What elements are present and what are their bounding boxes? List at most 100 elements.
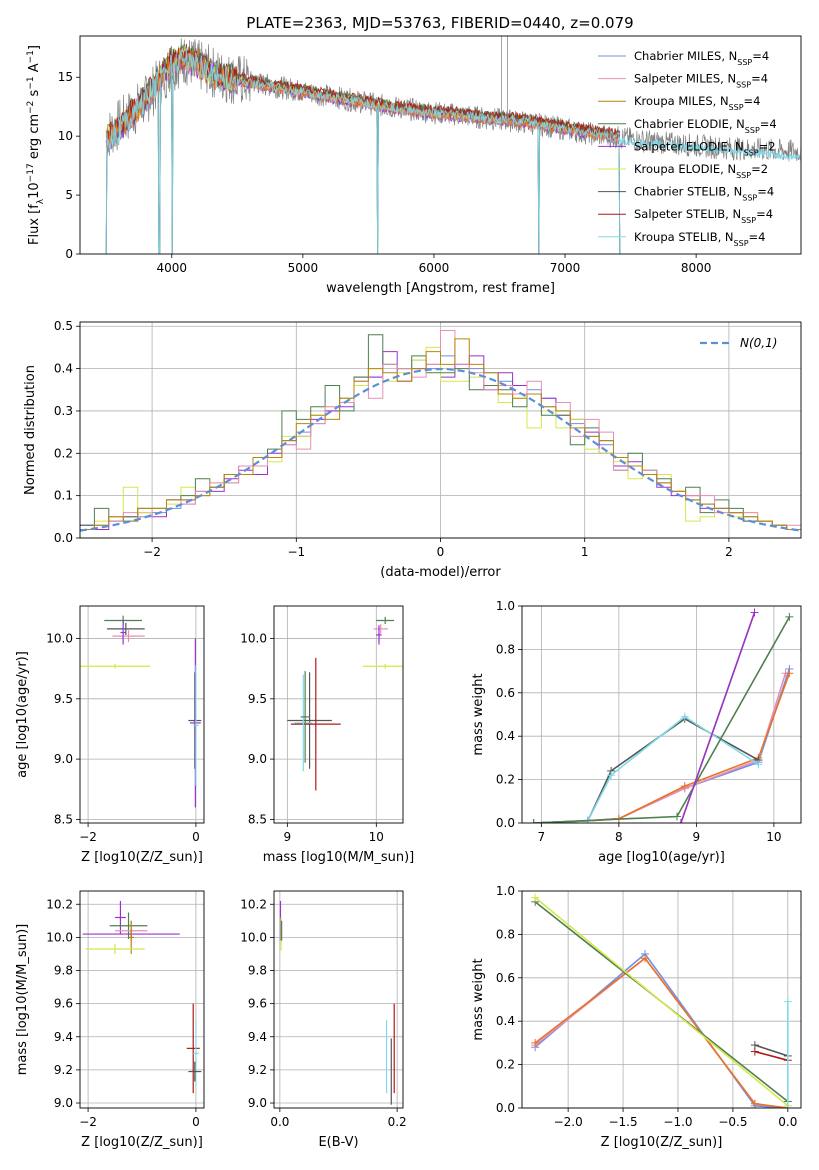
model-spectrum-line (105, 47, 621, 254)
y-axis-label: mass [log10(M/M_sun)] (15, 924, 30, 1076)
axes-frame (273, 605, 404, 824)
model-spectrum-line (105, 51, 621, 254)
y-tick-label: 9.6 (54, 997, 73, 1011)
x-tick-label: 7 (538, 830, 546, 844)
x-tick-label: 0 (437, 545, 445, 559)
x-tick-label: 8000 (681, 261, 712, 275)
weight-lines (529, 608, 794, 823)
x-tick-label: −2 (143, 545, 161, 559)
legend-label: Kroupa STELIB, NSSP=4 (634, 230, 765, 248)
y-tick-label: 0.4 (496, 1014, 515, 1028)
legend-label: Salpeter ELODIE, NSSP=2 (634, 139, 776, 157)
x-tick-label: 2 (725, 545, 733, 559)
axes-frame (521, 605, 802, 824)
y-tick-label: 1.0 (496, 884, 515, 898)
panel-age_vs_Z: −2 0 8.5 9.0 9.5 10.0 Z [log10(Z/Z_sun)] age [l… (15, 605, 205, 865)
x-tick-label: 8 (615, 830, 623, 844)
weight-series-line (680, 612, 756, 823)
panel-mass_vs_EBV: 0.0 0.2 9.0 9.2 9.4 9.6 9.8 10.0 10.2 E(B-V) (240, 890, 407, 1150)
y-tick-label: 15 (58, 70, 73, 84)
model-spectrum-extension-line (617, 136, 801, 163)
panel-residuals: −2 −1 0 1 2 0.0 0.1 0.2 0.3 0.4 0.5 (data-model)/er… (23, 319, 802, 580)
legend-label: Kroupa ELODIE, NSSP=2 (634, 162, 768, 180)
x-axis-label: wavelength [Angstrom, rest frame] (326, 281, 555, 296)
histogram-steps (80, 330, 801, 532)
y-tick-label: 8.5 (54, 812, 73, 826)
spectrum-lines (105, 36, 801, 254)
model-spectrum-line (105, 43, 621, 148)
panel-age_vs_mass: 9 10 8.5 9.0 9.5 10.0 mass [log10(M/M_sun)] (240, 605, 414, 865)
y-tick-label: 0.1 (54, 489, 73, 503)
legend-label: Chabrier ELODIE, NSSP=4 (634, 117, 777, 135)
y-tick-label: 0.2 (496, 773, 515, 787)
y-tick-label: 0.2 (496, 1058, 515, 1072)
x-tick-label: 0 (192, 1115, 200, 1129)
panel-mass_vs_Z: −2 0 9.0 9.2 9.4 9.6 9.8 10.0 10.2 Z [log10(Z/Z_s… (15, 890, 205, 1150)
weight-series-line (533, 673, 791, 823)
errorbars (287, 616, 403, 791)
x-tick-label: −0.5 (718, 1115, 747, 1129)
x-tick-label: 0.0 (270, 1115, 289, 1129)
y-axis-label: Flux [fλ10−17 erg cm−2 s−1 A−1] (26, 45, 46, 245)
y-tick-label: 0.6 (496, 686, 515, 700)
y-tick-label: 0.6 (496, 971, 515, 985)
histogram-series (80, 338, 801, 530)
y-tick-label: 9.4 (248, 1030, 267, 1044)
legend-label: N(0,1) (740, 336, 777, 350)
y-tick-label: 9.8 (248, 964, 267, 978)
y-tick-label: 9.0 (248, 1096, 267, 1110)
y-tick-label: 8.5 (248, 812, 267, 826)
y-tick-label: 0.4 (496, 729, 515, 743)
model-spectrum-line (105, 47, 621, 254)
x-tick-label: −1.0 (663, 1115, 692, 1129)
legend-label: Chabrier STELIB, NSSP=4 (634, 185, 774, 203)
y-tick-label: 10.0 (46, 930, 73, 944)
weight-series-line (534, 952, 788, 1108)
y-tick-label: 9.2 (54, 1063, 73, 1077)
y-tick-label: 0.3 (54, 404, 73, 418)
weight-lines (531, 893, 792, 1108)
y-tick-label: 9.8 (54, 964, 73, 978)
axes-frame (521, 890, 802, 1109)
x-tick-label: 0.0 (778, 1115, 797, 1129)
y-tick-label: 9.0 (54, 1096, 73, 1110)
y-tick-label: 10.2 (46, 897, 73, 911)
weight-series-line (533, 616, 791, 823)
x-tick-label: 6000 (419, 261, 450, 275)
x-axis-label: Z [log10(Z/Z_sun)] (601, 1135, 723, 1150)
y-tick-label: 9.4 (54, 1030, 73, 1044)
y-tick-label: 9.5 (248, 692, 267, 706)
x-tick-label: −2.0 (554, 1115, 583, 1129)
y-tick-label: 9.6 (248, 997, 267, 1011)
x-tick-label: −1 (287, 545, 305, 559)
x-tick-label: −2 (79, 830, 97, 844)
panel-weight_vs_age: 7 8 9 10 0.0 0.2 0.4 0.6 0.8 1.0 age [log10(age/yr… (471, 599, 802, 865)
y-tick-label: 10.0 (240, 930, 267, 944)
x-axis-label: (data-model)/error (380, 565, 501, 580)
x-axis-label: E(B-V) (318, 1135, 358, 1150)
y-tick-label: 0.0 (496, 816, 515, 830)
weight-series-line (754, 1050, 789, 1062)
x-tick-label: −2 (79, 1115, 97, 1129)
errorbars (80, 615, 202, 808)
x-axis-label: Z [log10(Z/Z_sun)] (81, 850, 203, 865)
axes-frame (79, 605, 205, 824)
x-tick-label: 0 (192, 830, 200, 844)
normal-curve (80, 367, 801, 532)
y-tick-label: 0.5 (54, 319, 73, 333)
figure-title: PLATE=2363, MJD=53763, FIBERID=0440, z=0… (246, 14, 633, 32)
y-tick-label: 10 (58, 129, 73, 143)
y-tick-label: 10.2 (240, 897, 267, 911)
x-tick-label: 9 (284, 830, 292, 844)
y-tick-label: 0.0 (54, 531, 73, 545)
y-tick-label: 9.0 (248, 752, 267, 766)
weight-series-line (533, 673, 787, 823)
y-tick-label: 9.5 (54, 692, 73, 706)
y-axis-label: age [log10(age/yr)] (15, 651, 30, 778)
weight-series-line (754, 1044, 789, 1057)
x-tick-label: −1.5 (608, 1115, 637, 1129)
y-tick-label: 0.2 (54, 446, 73, 460)
axes-frame (79, 321, 802, 539)
y-axis-label: mass weight (471, 958, 486, 1040)
